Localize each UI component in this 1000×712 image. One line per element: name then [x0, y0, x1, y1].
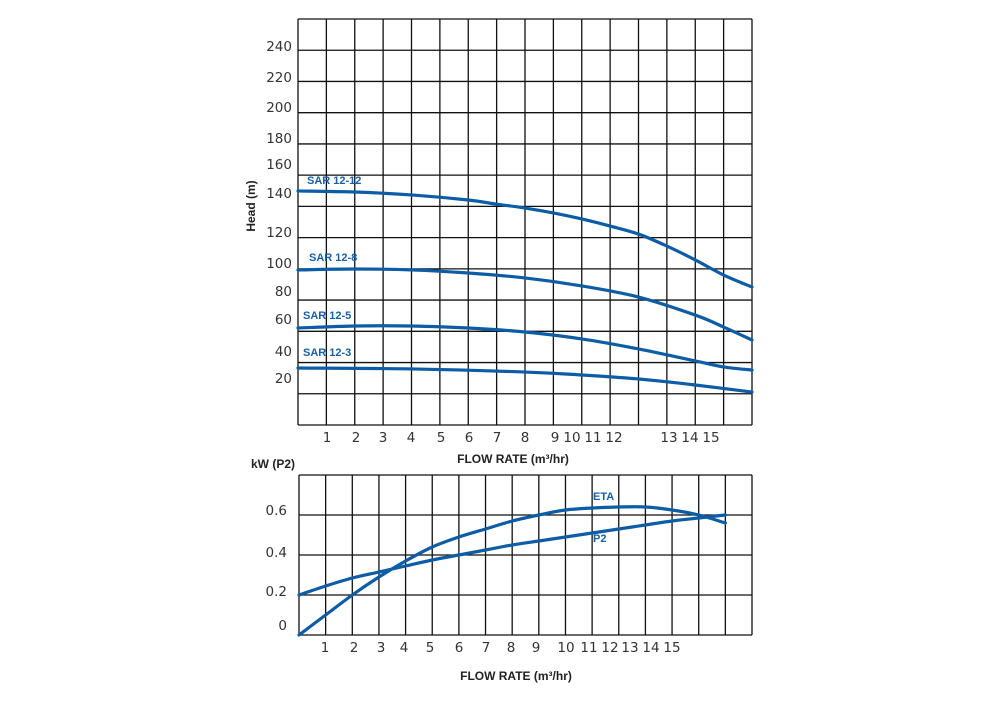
series-label: SAR 12-5 [303, 310, 351, 322]
y-tick-label: 0.6 [266, 503, 287, 519]
y-tick-label: 0 [278, 618, 287, 634]
x-tick-label: 4 [407, 430, 416, 446]
y-tick-label: 100 [266, 256, 292, 272]
head-axis-title: Head (m) [244, 180, 258, 231]
x-tick-label: 11 [580, 640, 597, 656]
x-tick-label: 5 [437, 430, 446, 446]
x-tick-label: 4 [400, 640, 409, 656]
y-tick-label: 80 [275, 284, 292, 300]
curve-sar-12-5 [296, 324, 754, 372]
series-label: ETA [593, 491, 614, 503]
series-label: SAR 12-12 [307, 175, 361, 187]
y-tick-label: 200 [266, 100, 292, 116]
y-tick-label: 140 [266, 186, 292, 202]
x-tick-label: 1 [323, 430, 332, 446]
x-tick-label: 15 [702, 430, 719, 446]
power-axis-title: kW (P2) [251, 457, 295, 471]
y-tick-label: 160 [266, 157, 292, 173]
curve-p2 [297, 513, 727, 597]
x-tick-label: 5 [426, 640, 435, 656]
x-tick-label: 9 [551, 430, 560, 446]
x-tick-label: 11 [584, 430, 601, 446]
series-label: SAR 12-3 [303, 347, 351, 359]
power-chart-grid [298, 474, 753, 636]
x-tick-label: 8 [507, 640, 516, 656]
x-tick-label: 6 [455, 640, 464, 656]
x-tick-label: 14 [681, 430, 698, 446]
series-label: P2 [593, 533, 606, 545]
x-tick-label: 1 [321, 640, 330, 656]
y-tick-label: 240 [266, 39, 292, 55]
curve-sar-12-12 [296, 189, 754, 289]
y-tick-label: 20 [275, 371, 292, 387]
y-tick-label: 0.4 [266, 545, 287, 561]
x-tick-label: 3 [377, 640, 386, 656]
x-tick-label: 7 [493, 430, 502, 446]
x-tick-label: 10 [563, 430, 580, 446]
x-tick-label: 2 [352, 430, 361, 446]
labels: Head (m) FLOW RATE (m³/hr) kW (P2) FLOW … [244, 39, 720, 683]
x-tick-label: 14 [642, 640, 659, 656]
y-tick-label: 0.2 [266, 584, 287, 600]
x-tick-label: 13 [621, 640, 638, 656]
y-tick-label: 220 [266, 70, 292, 86]
x-tick-label: 10 [557, 640, 574, 656]
curves [296, 189, 754, 637]
power-chart-x-axis-title: FLOW RATE (m³/hr) [460, 669, 572, 683]
head-chart-x-axis-title: FLOW RATE (m³/hr) [457, 452, 569, 466]
y-tick-label: 120 [266, 225, 292, 241]
x-tick-label: 9 [532, 640, 541, 656]
series-label: SAR 12-8 [309, 252, 357, 264]
curve-eta [297, 505, 727, 637]
x-tick-label: 12 [605, 430, 622, 446]
x-tick-label: 13 [660, 430, 677, 446]
curve-sar-12-3 [296, 366, 754, 394]
x-tick-label: 2 [350, 640, 359, 656]
head-chart-grid [297, 18, 753, 426]
curve-sar-12-8 [296, 267, 754, 342]
y-tick-label: 60 [275, 312, 292, 328]
x-tick-label: 6 [465, 430, 474, 446]
x-tick-label: 15 [663, 640, 680, 656]
x-tick-label: 12 [601, 640, 618, 656]
x-tick-label: 3 [379, 430, 388, 446]
y-tick-label: 40 [275, 344, 292, 360]
y-tick-label: 180 [266, 131, 292, 147]
x-tick-label: 7 [482, 640, 491, 656]
x-tick-label: 8 [521, 430, 530, 446]
